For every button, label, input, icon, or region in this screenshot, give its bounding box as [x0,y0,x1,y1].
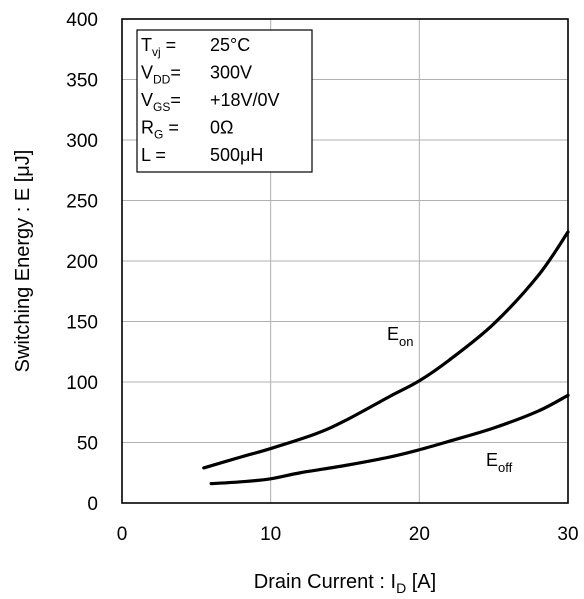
y-tick-label: 150 [66,313,98,334]
condition-value: 500μH [210,145,263,165]
condition-value: 0Ω [210,118,233,138]
series-line-eoff [209,393,570,486]
condition-label: VDD= [141,63,181,87]
y-tick-label: 400 [66,10,98,31]
y-tick-labels: 0 50 100 150 200 250 300 350 400 [66,10,98,515]
condition-label: L = [141,145,166,165]
y-tick-label: 50 [77,434,98,455]
curves [202,230,570,486]
y-tick-label: 350 [66,71,98,92]
condition-value: 300V [210,63,252,83]
series-label-eon: Eon [387,324,413,349]
y-tick-label: 100 [66,373,98,394]
series-label-eoff: Eoff [486,450,513,475]
y-tick-label: 300 [66,131,98,152]
x-tick-labels: 0 10 20 30 [117,524,579,545]
conditions-lines: Tvj = 25°C VDD= 300V VGS= +18V/0V RG = 0Ω L = 500… [141,35,280,165]
series-line-eon [202,230,570,470]
condition-value: +18V/0V [210,90,280,110]
x-axis-title: Drain Current : ID [A] [254,571,436,596]
y-axis-title: Switching Energy : E [μJ] [12,150,34,373]
condition-label: RG = [141,118,179,142]
condition-label: Tvj = [141,35,176,59]
x-tick-label: 20 [409,524,430,545]
x-tick-label: 10 [260,524,281,545]
condition-label: VGS= [141,90,181,114]
plot-frame [121,18,569,504]
conditions-box: Tvj = 25°C VDD= 300V VGS= +18V/0V RG = 0Ω L = 500… [136,29,313,173]
y-tick-label: 250 [66,192,98,213]
y-tick-label: 200 [66,252,98,273]
condition-value: 25°C [210,35,250,55]
x-tick-label: 0 [117,524,128,545]
conditions-box-frame [136,29,313,173]
y-tick-label: 0 [87,494,98,515]
x-tick-label: 30 [557,524,578,545]
